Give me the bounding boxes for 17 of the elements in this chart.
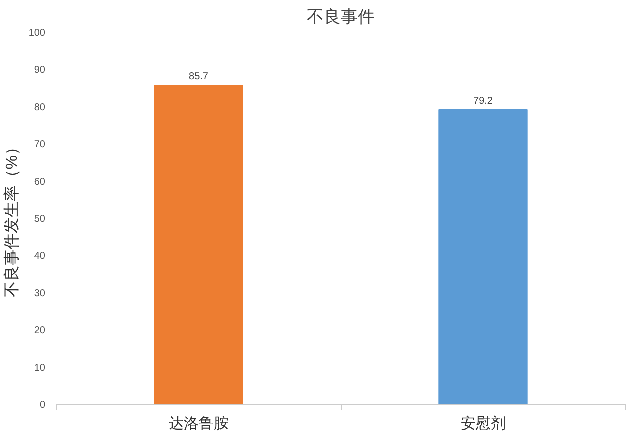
data-label: 85.7 <box>189 72 209 83</box>
x-tick-label: 安慰剂 <box>460 416 506 432</box>
x-tick-label: 达洛鲁胺 <box>168 416 229 432</box>
data-label: 79.2 <box>474 96 494 107</box>
y-tick-label: 20 <box>34 326 46 337</box>
y-tick-label: 60 <box>34 176 46 188</box>
y-tick-label: 100 <box>28 28 46 39</box>
y-tick-label: 70 <box>34 140 46 151</box>
y-tick-label: 10 <box>34 362 46 374</box>
y-tick-label: 0 <box>40 400 46 411</box>
y-tick-label: 30 <box>34 288 46 300</box>
y-tick-label: 40 <box>34 251 46 262</box>
y-tick-label: 90 <box>34 65 46 76</box>
y-tick-label: 50 <box>34 214 46 225</box>
y-tick-label: 80 <box>34 102 46 114</box>
y-axis-title: 不良事件发生率（%） <box>2 139 21 298</box>
chart-title: 不良事件 <box>307 8 375 28</box>
